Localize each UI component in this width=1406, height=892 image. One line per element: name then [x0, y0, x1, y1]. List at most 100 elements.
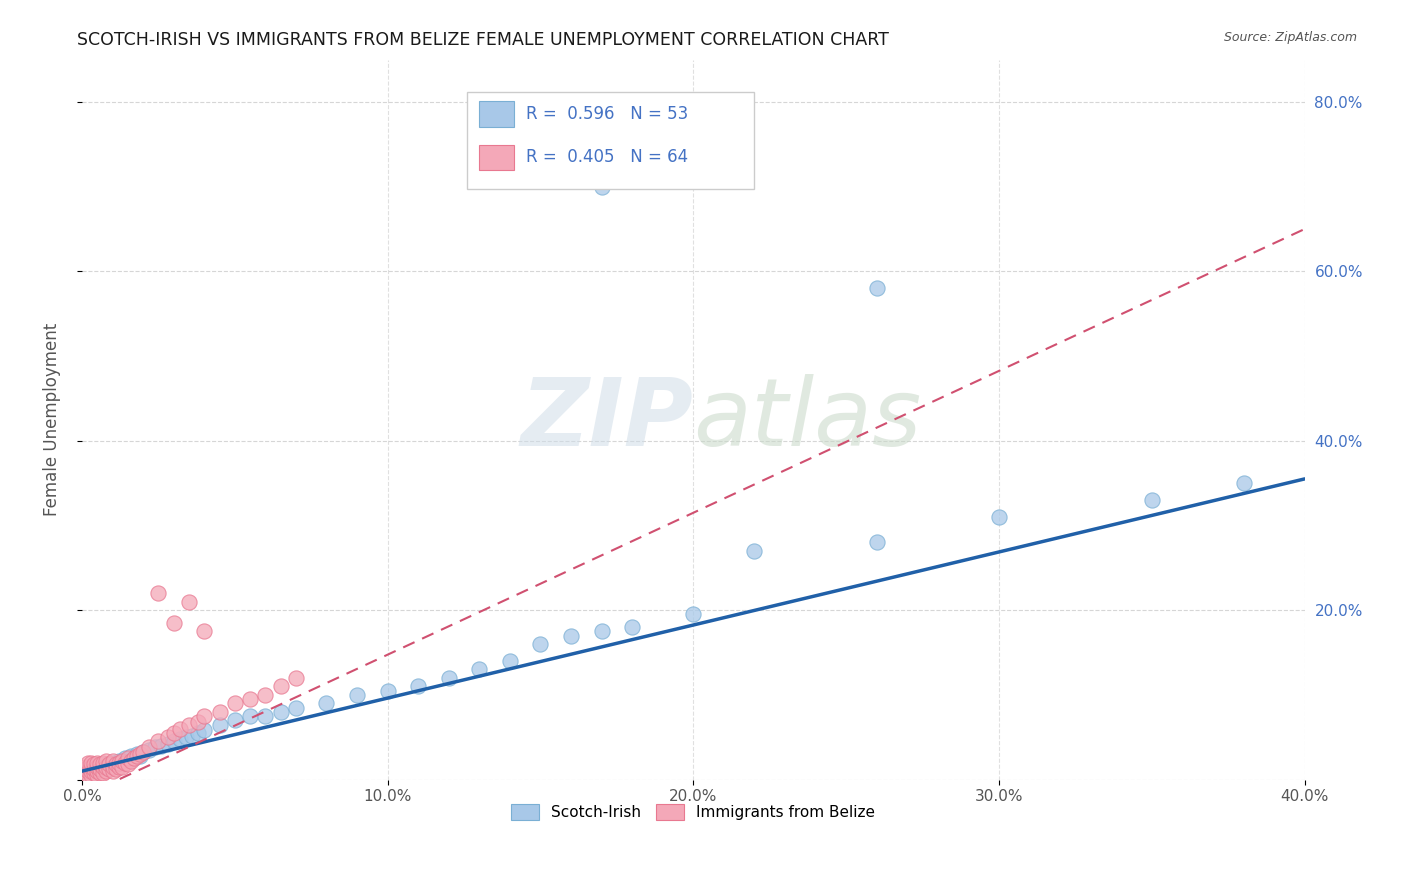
Point [270, 705, 292, 719]
Point [208, 717, 231, 731]
Point [101, 756, 124, 770]
Point [193, 709, 215, 723]
Point [560, 629, 582, 643]
Point [89, 763, 111, 777]
Text: atlas: atlas [693, 374, 921, 465]
Point [138, 740, 160, 755]
Point [682, 607, 704, 622]
Point [101, 754, 124, 768]
Point [377, 683, 399, 698]
Point [284, 671, 307, 685]
Point [270, 680, 292, 694]
Point [114, 756, 136, 770]
Point [89, 757, 111, 772]
Point [177, 717, 200, 731]
Text: R =  0.596   N = 53: R = 0.596 N = 53 [526, 104, 688, 122]
Point [101, 764, 124, 779]
Point [125, 748, 148, 763]
Point [98, 763, 121, 777]
Point [315, 697, 337, 711]
Point [621, 620, 644, 634]
Point [117, 757, 139, 772]
Point [406, 680, 429, 694]
Point [181, 729, 204, 743]
Point [239, 692, 262, 706]
Point [83, 763, 105, 777]
Bar [479, 145, 513, 169]
Point [122, 751, 145, 765]
Text: ZIP: ZIP [520, 374, 693, 466]
Bar [479, 102, 513, 127]
Point [96, 757, 118, 772]
Point [125, 747, 148, 762]
Point [104, 757, 127, 772]
Point [80, 760, 103, 774]
Point [101, 760, 124, 774]
Text: R =  0.405   N = 64: R = 0.405 N = 64 [526, 148, 688, 166]
Point [499, 654, 522, 668]
Point [77, 760, 100, 774]
Point [107, 760, 129, 774]
Point [104, 763, 127, 777]
Point [132, 746, 155, 760]
Point [73, 768, 96, 782]
Point [138, 743, 160, 757]
Point [86, 764, 108, 779]
Point [129, 747, 152, 762]
Point [346, 688, 368, 702]
Point [111, 756, 134, 770]
Point [169, 722, 191, 736]
Point [591, 624, 613, 639]
Point [187, 714, 209, 729]
Point [148, 734, 170, 748]
Point [120, 748, 142, 763]
Point [284, 700, 307, 714]
Point [988, 510, 1011, 524]
Point [163, 726, 186, 740]
Point [111, 760, 134, 774]
Point [1232, 476, 1254, 491]
Point [187, 726, 209, 740]
Y-axis label: Female Unemployment: Female Unemployment [44, 323, 60, 516]
Point [744, 544, 766, 558]
Point [93, 756, 115, 770]
Point [117, 751, 139, 765]
Text: Source: ZipAtlas.com: Source: ZipAtlas.com [1223, 31, 1357, 45]
Point [193, 723, 215, 738]
Point [163, 734, 186, 748]
Point [132, 746, 155, 760]
Point [96, 760, 118, 774]
Point [73, 760, 96, 774]
Point [80, 765, 103, 780]
Point [114, 751, 136, 765]
Point [77, 764, 100, 779]
Point [1140, 493, 1163, 508]
Point [239, 709, 262, 723]
Point [120, 754, 142, 768]
Point [107, 754, 129, 768]
Point [80, 756, 103, 770]
Point [117, 754, 139, 768]
Point [148, 586, 170, 600]
Point [96, 754, 118, 768]
Point [86, 768, 108, 782]
Point [866, 281, 889, 295]
Point [93, 763, 115, 777]
Point [111, 754, 134, 768]
Point [156, 731, 179, 745]
Point [150, 739, 173, 753]
Point [866, 535, 889, 549]
Point [80, 764, 103, 779]
FancyBboxPatch shape [467, 92, 755, 189]
Point [177, 595, 200, 609]
Point [80, 768, 103, 782]
Point [86, 760, 108, 774]
Point [122, 751, 145, 765]
Point [96, 764, 118, 779]
Point [224, 714, 246, 728]
Point [77, 756, 100, 770]
Point [77, 768, 100, 782]
Point [77, 764, 100, 779]
Point [143, 740, 166, 755]
Point [437, 671, 460, 685]
